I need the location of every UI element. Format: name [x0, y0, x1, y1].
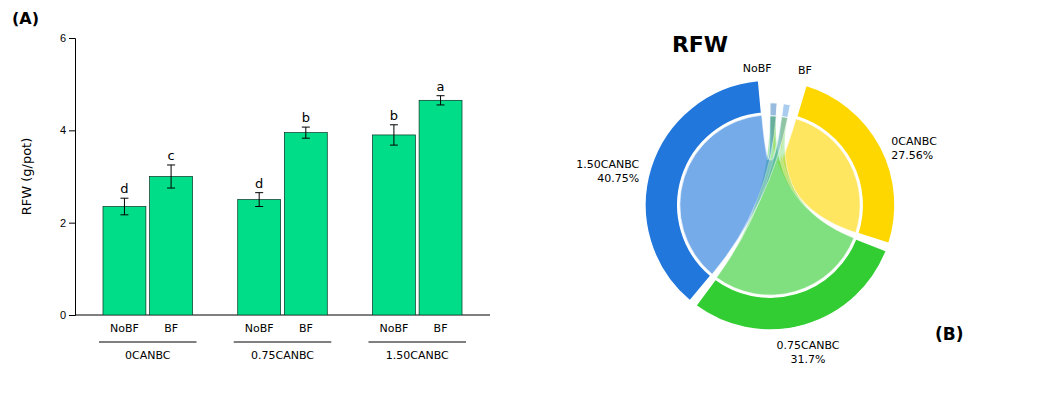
panel-b: NoBF BF 0CANBC27.56% 0.75CANBC31.7% 1.50CANB…	[576, 32, 963, 366]
error-bar-cap	[390, 145, 398, 146]
chord-segment	[696, 239, 886, 330]
ribbons	[680, 115, 860, 295]
group-label: 0.75CANBC	[251, 349, 314, 362]
error-bar-cap	[302, 127, 310, 128]
plot-area	[103, 96, 462, 315]
x-tick-label: BF	[164, 322, 178, 335]
annotation: b	[302, 110, 310, 125]
panel-label: (B)	[935, 324, 964, 344]
bar	[284, 133, 327, 315]
chart-title: RFW	[672, 32, 728, 57]
group-label: 0CANBC	[125, 349, 171, 362]
x-tick-label: NoBF	[110, 322, 139, 335]
group-label: 1.50CANBC	[386, 349, 449, 362]
category-label: 1.50CANBC	[576, 158, 639, 171]
category-label: 0.75CANBC	[776, 339, 839, 352]
error-bar	[255, 193, 263, 207]
bar	[372, 135, 415, 315]
y-tick-label: 6	[60, 32, 66, 44]
error-bar-stem	[440, 96, 441, 105]
y-tick-mark	[69, 38, 75, 39]
annotation: d	[255, 176, 263, 191]
bar	[238, 200, 281, 315]
y-tick-label: 0	[60, 309, 66, 321]
error-bar-cap	[255, 192, 263, 193]
y-tick: 4	[60, 124, 75, 136]
error-bar-cap	[120, 198, 128, 199]
error-bar	[167, 165, 175, 188]
group-bracket	[99, 342, 197, 343]
error-bar-stem	[393, 125, 394, 145]
error-bar-cap	[390, 124, 398, 125]
y-tick: 2	[60, 217, 75, 229]
error-bar	[437, 96, 445, 105]
error-bar-stem	[171, 165, 172, 188]
error-bar-cap	[167, 188, 175, 189]
chart-root: 0 2 4 6 d c d b b a NoBF BF NoBF BF NoBF BF 0CANBC 0.75CA…	[0, 0, 1043, 395]
error-bar-cap	[167, 164, 175, 165]
group-bracket	[234, 342, 332, 343]
error-bar	[302, 127, 310, 138]
annotation: c	[168, 148, 175, 163]
error-bar-stem	[305, 127, 306, 138]
x-tick-label: NoBF	[379, 322, 408, 335]
bar	[103, 207, 146, 315]
group-bracket	[368, 342, 466, 343]
error-bar-cap	[437, 104, 445, 105]
y-tick-mark	[69, 223, 75, 224]
x-tick-label: BF	[299, 322, 313, 335]
panel-a: 0 2 4 6 d c d b b a NoBF BF NoBF BF NoBF BF 0CANBC 0.75CA…	[19, 32, 490, 362]
category-label: 0CANBC	[891, 135, 937, 148]
y-axis-title: RFW (g/pot)	[19, 138, 34, 216]
error-bar	[390, 125, 398, 145]
y-tick: 6	[60, 32, 75, 44]
source-label: BF	[798, 64, 812, 77]
source-node	[782, 104, 791, 118]
annotation: b	[390, 108, 398, 123]
source-label: NoBF	[743, 62, 772, 75]
y-axis-line	[69, 39, 76, 316]
value-label: 40.75%	[597, 172, 639, 185]
bar	[419, 100, 462, 315]
source-node	[770, 103, 777, 116]
panel-label: (A)	[12, 9, 39, 28]
y-tick-mark	[69, 315, 75, 316]
annotation: d	[120, 181, 128, 196]
value-label: 31.7%	[790, 353, 825, 366]
x-tick-label: NoBF	[245, 322, 274, 335]
chord-segment	[797, 85, 895, 243]
annotation: a	[437, 79, 445, 94]
error-bar-stem	[259, 193, 260, 207]
error-bar	[120, 198, 128, 215]
value-label: 27.56%	[891, 149, 933, 162]
error-bar-cap	[437, 95, 445, 96]
y-tick: 0	[60, 309, 75, 321]
x-tick-label: BF	[434, 322, 448, 335]
bar	[150, 177, 193, 316]
error-bar-cap	[302, 138, 310, 139]
error-bar-cap	[120, 214, 128, 215]
chord-segment	[645, 81, 762, 301]
y-tick-label: 4	[60, 124, 66, 136]
error-bar-stem	[124, 198, 125, 215]
y-axis: 0 2 4 6	[60, 32, 76, 321]
error-bar-cap	[255, 206, 263, 207]
y-tick-mark	[69, 130, 75, 131]
y-tick-label: 2	[60, 217, 66, 229]
